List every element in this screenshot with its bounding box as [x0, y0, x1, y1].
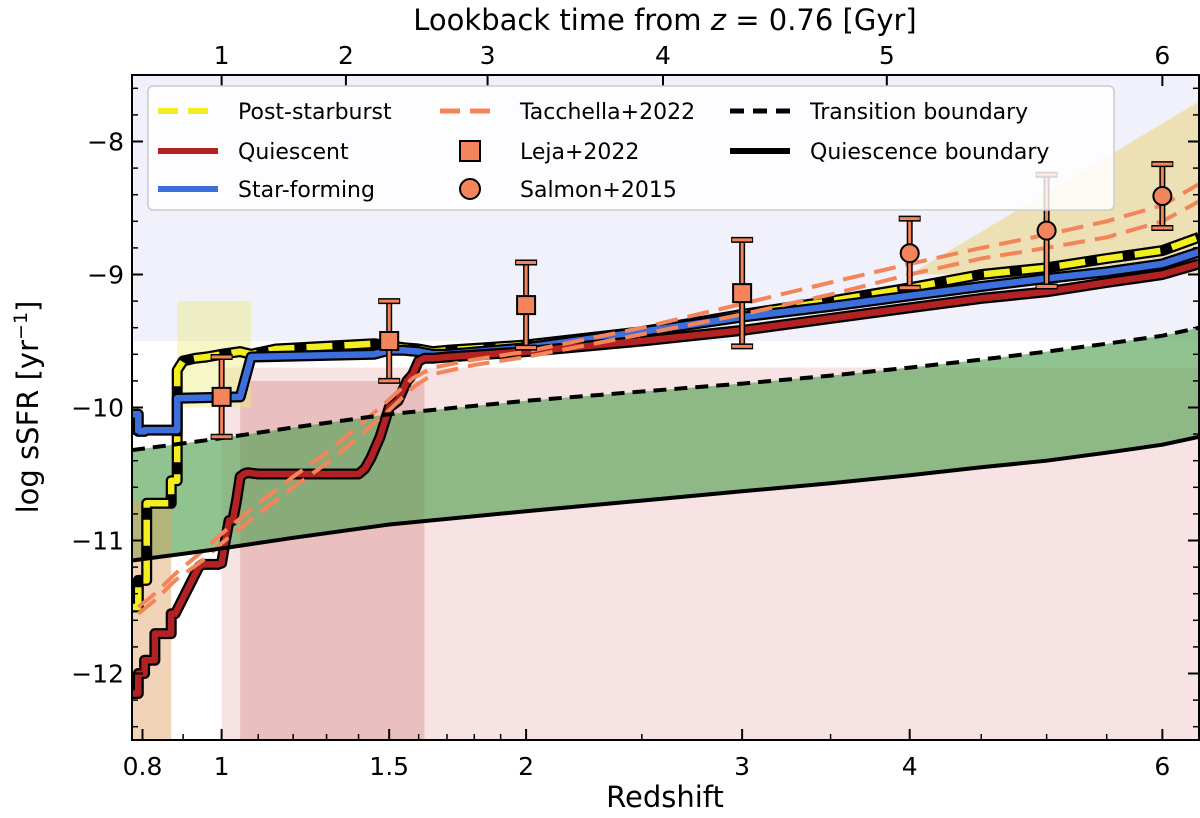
legend-item-post-starburst: Post-starburst [158, 100, 392, 125]
series-line-quiescence-boundary [132, 434, 1199, 563]
y-tick-label: −12 [71, 660, 124, 689]
x-tick-label: 6 [1154, 752, 1170, 781]
x-tick-label: 0.8 [123, 752, 163, 781]
legend-item-leja-2022: Leja+2022 [459, 140, 639, 165]
series-line-star-forming [132, 248, 1199, 435]
series-line-transition-boundary [132, 325, 1199, 453]
legend-box [147, 85, 1115, 211]
legend: Post-starburst Quiescent Star-forming Tacch… [147, 85, 1115, 211]
square-marker [211, 386, 232, 407]
leja-2022-point [515, 259, 538, 351]
salmon-2015-point [898, 215, 921, 291]
legend-item-salmon-2015: Salmon+2015 [459, 178, 677, 203]
legend-swatch [459, 178, 481, 200]
legend-label: Tacchella+2022 [519, 100, 695, 125]
top-tick-label: 2 [338, 41, 354, 70]
points-layer [210, 161, 1174, 440]
legend-label: Quiescent [238, 140, 349, 165]
series-line-post-starburst [132, 234, 1199, 611]
leja-2022-point [210, 353, 233, 440]
top-tick-label: 1 [214, 41, 230, 70]
top-tick-label: 6 [1154, 41, 1170, 70]
salmon-2015-point [1151, 161, 1174, 231]
circle-marker [899, 243, 920, 264]
x-tick-label: 3 [734, 752, 750, 781]
circle-marker [1152, 186, 1173, 207]
x-tick-label: 4 [902, 752, 918, 781]
y-axis-title: log sSFR [yr−1] [10, 301, 45, 514]
legend-label: Star-forming [238, 178, 375, 203]
legend-label: Quiescence boundary [810, 140, 1049, 165]
square-marker [379, 331, 400, 351]
square-marker [516, 295, 537, 316]
legend-item-quiescence-boundary: Quiescence boundary [730, 140, 1049, 165]
circle-marker [1036, 220, 1057, 241]
series-layer [132, 182, 1199, 699]
legend-swatch [459, 140, 481, 162]
series-line-quiescent [132, 260, 1199, 697]
x-axis-title: Redshift [606, 780, 724, 814]
square-marker [732, 283, 753, 304]
legend-label: Transition boundary [809, 100, 1028, 125]
x-tick-label: 1.5 [369, 752, 409, 781]
legend-item-quiescent: Quiescent [158, 140, 349, 165]
top-tick-label: 4 [655, 41, 671, 70]
y-tick-label: −8 [87, 128, 124, 157]
legend-item-star-forming: Star-forming [158, 178, 375, 203]
bg-transition-band [132, 327, 1199, 561]
legend-item-transition-boundary: Transition boundary [730, 100, 1028, 125]
top-tick-label: 3 [480, 41, 496, 70]
series-line-tacchella-2022-2 [137, 182, 1199, 609]
legend-label: Leja+2022 [520, 140, 639, 165]
top-axis-title: Lookback time from z = 0.76 [Gyr] [413, 3, 916, 37]
y-tick-label: −11 [71, 527, 124, 556]
leja-2022-point [378, 298, 401, 384]
ticks-layer: 0.8 1 1.5 2 3 4 6 −12 −11 −10 −9 −8 1 2 3 4 5 6 [71, 41, 1199, 781]
y-tick-label: −10 [71, 394, 124, 423]
leja-2022-point [731, 236, 754, 350]
y-tick-label: −9 [87, 261, 124, 290]
top-tick-label: 5 [879, 41, 895, 70]
legend-label: Post-starburst [238, 100, 392, 125]
x-tick-label: 1 [214, 752, 230, 781]
legend-label: Salmon+2015 [520, 178, 677, 203]
x-tick-label: 2 [518, 752, 534, 781]
legend-item-tacchella-2022: Tacchella+2022 [440, 100, 695, 125]
